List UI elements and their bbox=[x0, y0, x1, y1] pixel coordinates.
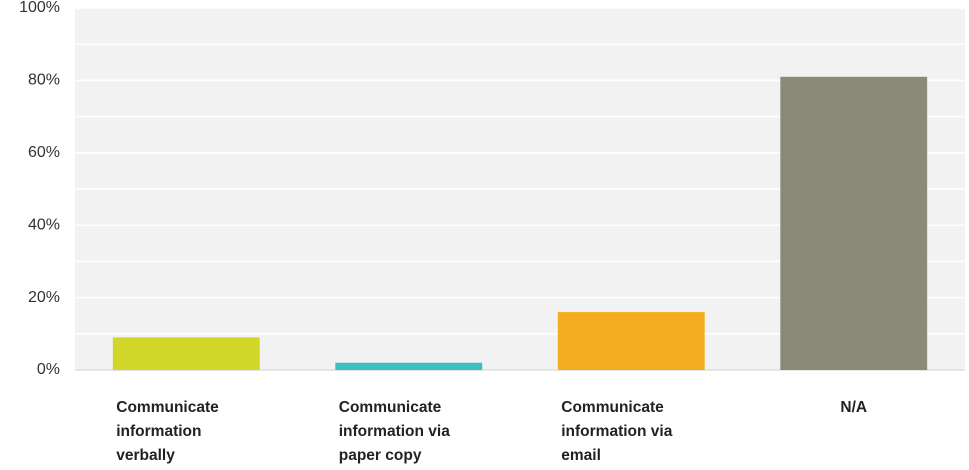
y-tick-label: 20% bbox=[28, 289, 60, 306]
x-tick-label: Communicate information via paper copy bbox=[338, 399, 450, 464]
x-label-box: Communicate information via email bbox=[520, 396, 742, 468]
bar bbox=[780, 76, 928, 370]
bar bbox=[557, 312, 705, 370]
bar bbox=[112, 337, 260, 370]
x-tick-label: N/A bbox=[840, 399, 868, 416]
y-tick-label: 0% bbox=[37, 361, 60, 378]
y-tick-label: 60% bbox=[28, 144, 60, 161]
y-tick-label: 100% bbox=[19, 0, 60, 16]
x-tick-label: Communicate information verbally bbox=[116, 399, 219, 464]
y-tick-label: 40% bbox=[28, 216, 60, 233]
y-tick-label: 80% bbox=[28, 72, 60, 89]
x-label-box: Communicate information verbally bbox=[75, 396, 297, 468]
x-tick-label: Communicate information via email bbox=[561, 399, 673, 464]
x-label-box: Communicate information via paper copy bbox=[298, 396, 520, 468]
bar bbox=[335, 362, 483, 370]
x-label-box: N/A bbox=[743, 396, 965, 420]
